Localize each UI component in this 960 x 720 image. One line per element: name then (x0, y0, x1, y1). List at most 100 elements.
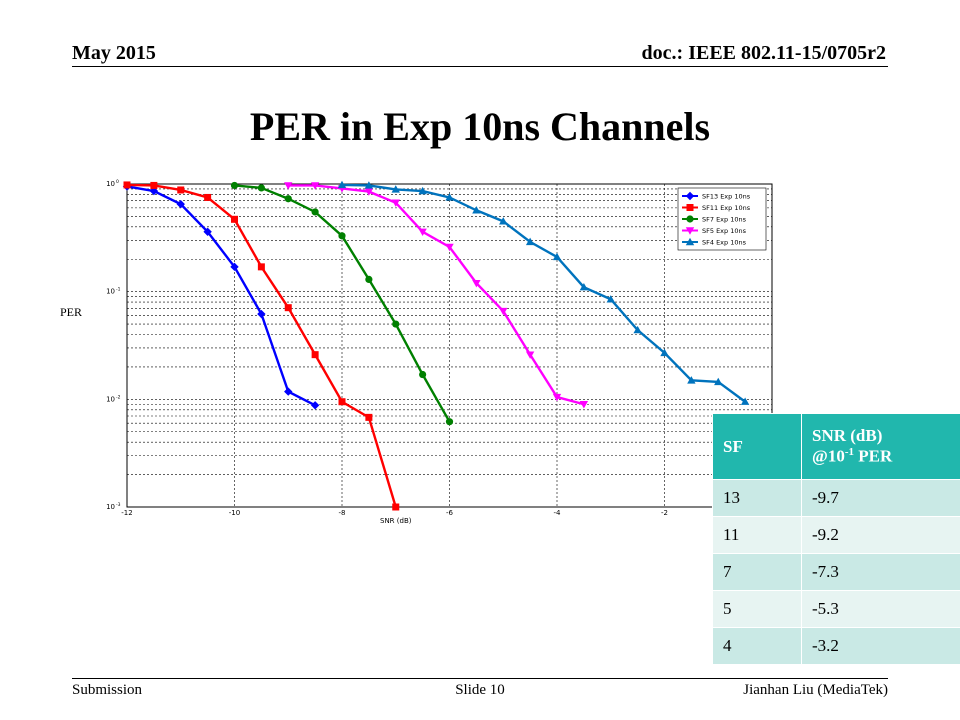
y-tick-exponent: 0 (116, 179, 119, 185)
x-tick-label: -4 (554, 509, 562, 517)
table-header-snr: SNR (dB) @10-1 PER (801, 413, 960, 480)
data-point (391, 199, 400, 207)
data-point (284, 387, 293, 396)
slide-title: PER in Exp 10ns Channels (249, 104, 711, 149)
data-point (552, 393, 562, 402)
data-point (284, 182, 293, 190)
data-point (257, 309, 266, 319)
table-row: 7 -7.3 (712, 553, 960, 591)
y-tick-exponent: -2 (116, 394, 121, 400)
data-point (177, 186, 185, 194)
legend-entry: SF4 Exp 10ns (702, 238, 747, 246)
table-cell-sf: 11 (712, 516, 802, 554)
table-header-row: SF SNR (dB) @10-1 PER (712, 413, 960, 480)
data-point (311, 208, 319, 216)
table-cell-sf: 7 (712, 553, 802, 591)
series-line (288, 184, 585, 406)
data-point (445, 193, 454, 201)
data-point (150, 181, 158, 189)
data-point (472, 206, 481, 214)
data-point (338, 398, 346, 406)
table-cell-snr: -5.3 (801, 590, 960, 628)
data-point (310, 401, 320, 410)
table-row: 13 -9.7 (712, 479, 960, 517)
table-header-snr-line1: SNR (dB) (812, 426, 883, 446)
table-row: 11 -9.2 (712, 516, 960, 554)
footer-submission: Submission (72, 682, 143, 698)
y-tick-exponent: -1 (116, 287, 121, 293)
footer-author: Jianhan Liu (MediaTek) (743, 682, 888, 698)
data-point (364, 181, 374, 189)
table-header-snr-sup: -1 (844, 446, 854, 459)
table-cell-sf: 5 (712, 590, 802, 628)
legend-entry: SF5 Exp 10ns (702, 227, 747, 235)
x-tick-label: -12 (121, 509, 132, 517)
data-point (365, 275, 373, 283)
x-tick-label: -10 (229, 509, 240, 517)
y-tick-label: 10 (106, 395, 115, 403)
data-point (204, 193, 212, 201)
footer-divider (72, 678, 888, 679)
y-tick-label: 10 (106, 180, 115, 188)
data-point (391, 185, 400, 193)
data-point (714, 377, 723, 386)
header-doc-id: doc.: IEEE 802.11-15/0705r2 (641, 42, 886, 64)
data-point (338, 232, 346, 240)
data-point (687, 376, 696, 384)
data-point (123, 181, 131, 189)
y-tick-label: 10 (106, 288, 115, 296)
legend-entry: SF13 Exp 10ns (702, 192, 751, 200)
series-line (341, 183, 746, 403)
data-point (230, 181, 239, 190)
data-point (579, 283, 589, 291)
table-header-snr-line3: PER (854, 446, 893, 466)
data-point (284, 195, 292, 203)
y-tick-exponent: -3 (116, 502, 121, 508)
data-point (472, 279, 481, 288)
data-point (176, 199, 185, 209)
data-point (418, 186, 427, 195)
data-point (445, 418, 454, 426)
table-cell-snr: -7.3 (801, 553, 960, 591)
data-point (499, 307, 508, 316)
data-point (525, 237, 535, 246)
data-point (392, 320, 400, 328)
footer-slide-number: Slide 10 (455, 682, 505, 698)
y-tick-label: 10 (106, 503, 115, 511)
data-point (499, 217, 508, 225)
data-point (418, 228, 427, 236)
snr-table: SF SNR (dB) @10-1 PER 13 -9.7 11 -9.2 7 … (712, 413, 960, 665)
table-cell-snr: -9.2 (801, 516, 960, 554)
data-point (257, 263, 265, 271)
legend-marker (686, 204, 694, 211)
table-header-sf: SF (712, 413, 802, 480)
data-point (740, 397, 750, 405)
data-point (311, 351, 319, 359)
legend-marker (685, 237, 695, 246)
data-point (552, 252, 562, 261)
series-line (126, 185, 316, 407)
header-divider (72, 66, 888, 67)
x-tick-label: -6 (446, 509, 454, 517)
data-point (230, 262, 239, 272)
legend-entry: SF11 Exp 10ns (702, 204, 751, 212)
data-point (606, 295, 615, 303)
data-point (660, 348, 669, 357)
data-point (231, 215, 238, 223)
data-point (337, 180, 347, 189)
x-axis-label: SNR (dB) (380, 517, 412, 525)
data-point (284, 304, 292, 312)
data-point (445, 243, 454, 252)
y-axis-label: PER (60, 305, 83, 319)
table-row: 4 -3.2 (712, 627, 960, 665)
table-cell-sf: 4 (712, 627, 802, 665)
table-cell-snr: -9.7 (801, 479, 960, 517)
data-point (365, 413, 373, 421)
data-point (203, 227, 212, 236)
x-tick-label: -8 (339, 509, 346, 517)
series-line (126, 183, 397, 508)
data-point (257, 184, 265, 192)
table-row: 5 -5.3 (712, 590, 960, 628)
legend-marker (685, 227, 695, 235)
table-header-snr-line2: @10 (812, 446, 845, 466)
